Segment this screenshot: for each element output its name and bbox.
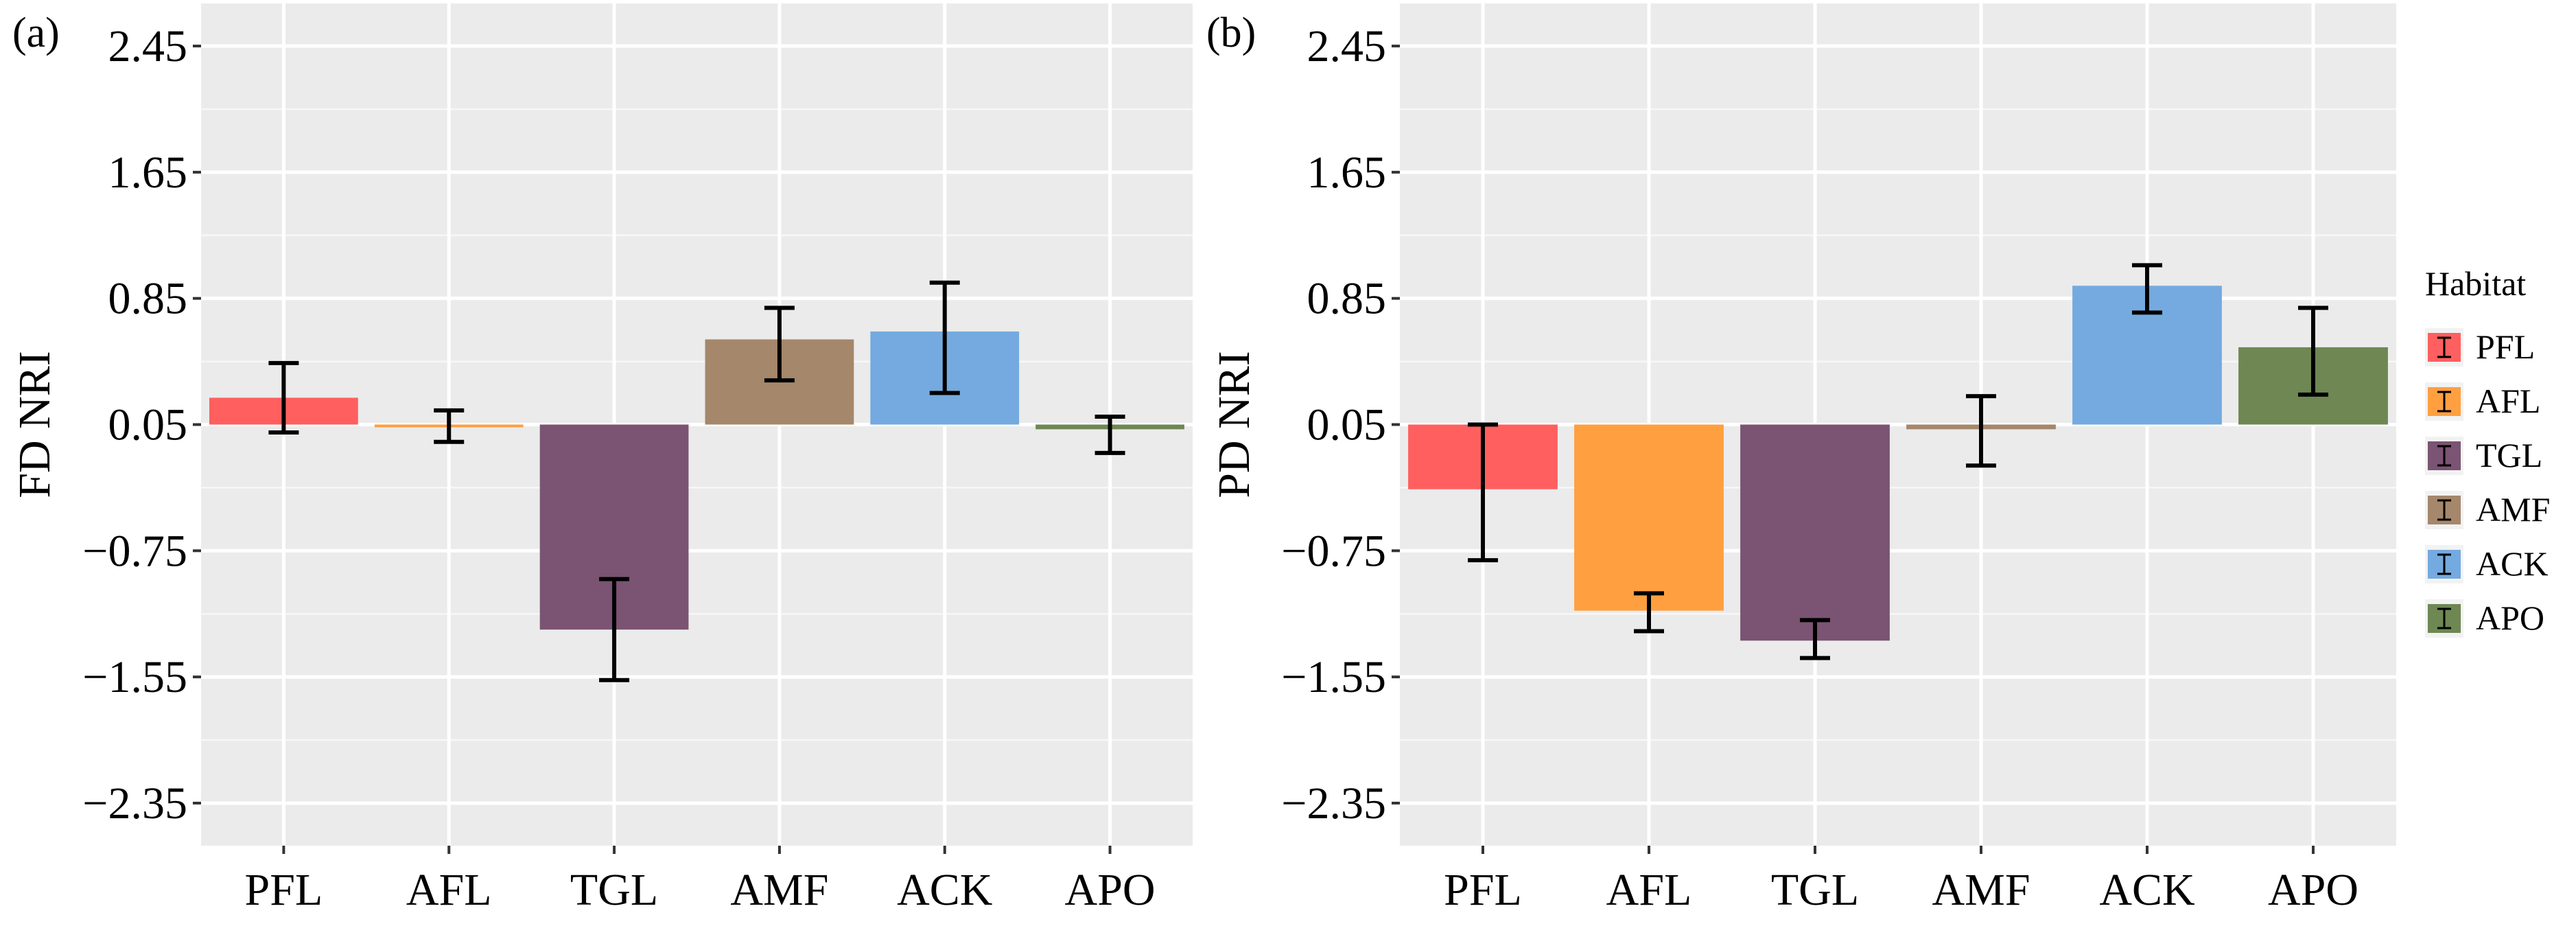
y-tick-label: 0.85 [108,274,188,324]
x-tick-label: AFL [406,865,492,915]
y-tick-label: 0.05 [108,400,188,450]
error-bar-amf [764,305,795,383]
x-tick-label: APO [1065,865,1156,915]
x-tick-label: TGL [1771,865,1859,915]
legend-item-pfl: PFL [2425,327,2535,367]
y-tick-label: −1.55 [82,652,187,702]
legend-title: Habitat [2425,264,2526,303]
error-bar-pfl [268,360,299,435]
legend-label: PFL [2476,327,2535,366]
y-tick-label: 1.65 [1307,148,1387,198]
y-tick-label: 2.45 [108,21,188,71]
x-tick-label: ACK [897,865,992,915]
legend-item-tgl: TGL [2425,436,2542,475]
y-tick-label: −2.35 [1281,778,1386,829]
panel-label: (a) [12,10,60,56]
y-tick-label: 0.85 [1307,274,1387,324]
legend-item-ack: ACK [2425,544,2549,583]
error-bar-amf [1966,394,1996,468]
error-bar-tgl [1800,618,1830,660]
y-tick-label: −1.55 [1281,652,1386,702]
legend-item-afl: AFL [2425,382,2540,421]
bar-tgl [1740,424,1890,641]
x-tick-label: TGL [570,865,658,915]
y-tick-label: 1.65 [108,148,188,198]
bar-afl [1574,424,1724,611]
legend-label: ACK [2476,544,2549,583]
x-tick-label: AMF [1932,865,2030,915]
error-bar-afl [434,408,465,444]
y-axis-title: FD NRI [10,351,60,498]
x-tick-label: APO [2268,865,2358,915]
panel-pd-nri: 2.45 1.65 0.85 0.05 −0.75 −1.55 −2.35 PFL AFL TGL… [1206,3,2396,915]
error-bar-apo [2298,305,2328,397]
y-tick-label: −0.75 [82,526,187,576]
y-tick-label: −2.35 [82,778,187,829]
legend-label: AFL [2476,382,2540,420]
legend-label: AMF [2476,490,2550,529]
x-tick-label: AFL [1606,865,1692,915]
x-tick-label: AMF [730,865,828,915]
legend-item-amf: AMF [2425,490,2550,529]
error-bar-apo [1094,415,1125,455]
y-tick-label: 0.05 [1307,400,1387,450]
panel-label: (b) [1206,10,1256,56]
y-tick-label: 2.45 [1307,21,1387,71]
error-bar-pfl [1468,422,1498,563]
y-tick-label: −0.75 [1281,526,1386,576]
error-bar-tgl [599,577,630,682]
legend-label: TGL [2476,436,2542,474]
error-bar-afl [1634,591,1664,634]
legend-item-apo: APO [2425,599,2544,638]
y-axis-title: PD NRI [1209,351,1259,498]
legend: Habitat PFL AFL TGL AMF ACK APO [2425,264,2550,638]
x-tick-label: ACK [2099,865,2194,915]
error-bar-ack [2132,263,2162,315]
error-bar-ack [929,280,960,395]
panel-fd-nri: 2.45 1.65 0.85 0.05 −0.75 −1.55 −2.35 PFL AFL TGL… [10,3,1193,915]
x-tick-label: PFL [1444,865,1522,915]
legend-label: APO [2476,599,2544,637]
x-tick-label: PFL [245,865,323,915]
